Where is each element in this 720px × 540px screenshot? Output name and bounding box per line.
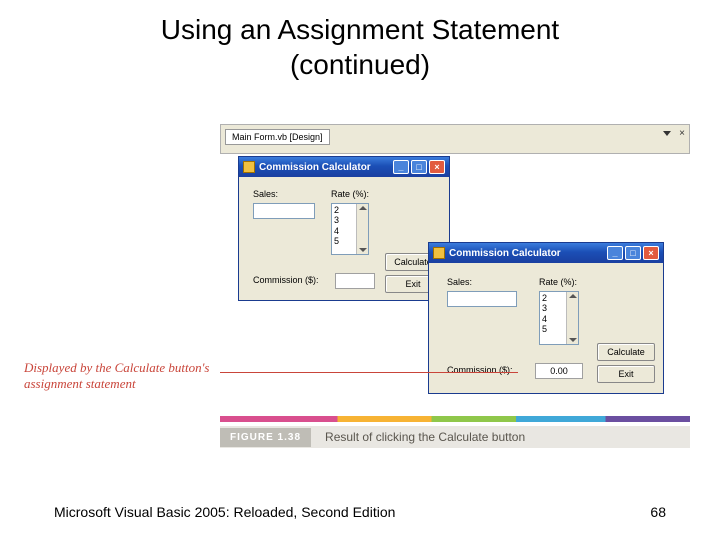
commission-window-design: Commission Calculator _ □ × Sales: Rate …	[238, 156, 450, 301]
vs-designer-bar: Main Form.vb [Design] ×	[220, 124, 690, 154]
sales-label: Sales:	[447, 277, 472, 287]
callout-text: Displayed by the Calculate button's assi…	[24, 360, 209, 393]
figure-number: FIGURE 1.38	[220, 428, 311, 447]
sales-input[interactable]	[447, 291, 517, 307]
close-icon[interactable]: ×	[679, 128, 685, 139]
commission-label: Commission ($):	[447, 365, 513, 375]
scrollbar[interactable]	[566, 292, 578, 344]
app-icon	[433, 247, 445, 259]
sales-label: Sales:	[253, 189, 278, 199]
rate-listbox[interactable]: 2 3 4 5	[331, 203, 369, 255]
maximize-button[interactable]: □	[625, 246, 641, 260]
scrollbar[interactable]	[356, 204, 368, 254]
figure-caption: Result of clicking the Calculate button	[311, 430, 525, 444]
callout-line-2: assignment statement	[24, 376, 136, 391]
rate-listbox[interactable]: 2 3 4 5	[539, 291, 579, 345]
exit-button[interactable]: Exit	[597, 365, 655, 383]
rate-label: Rate (%):	[331, 189, 369, 199]
figure-caption-bar: FIGURE 1.38 Result of clicking the Calcu…	[220, 426, 690, 448]
window-title: Commission Calculator	[259, 162, 371, 173]
window-body: Sales: Rate (%): 2 3 4 5 Calculate Exit …	[239, 177, 449, 302]
chevron-down-icon[interactable]	[663, 131, 671, 136]
close-button[interactable]: ×	[643, 246, 659, 260]
rate-label: Rate (%):	[539, 277, 577, 287]
minimize-button[interactable]: _	[607, 246, 623, 260]
commission-output	[335, 273, 375, 289]
slide-footer: Microsoft Visual Basic 2005: Reloaded, S…	[0, 504, 720, 520]
titlebar: Commission Calculator _ □ ×	[429, 243, 663, 263]
sales-input[interactable]	[253, 203, 315, 219]
footer-book: Microsoft Visual Basic 2005: Reloaded, S…	[54, 504, 395, 520]
app-icon	[243, 161, 255, 173]
title-line-1: Using an Assignment Statement	[161, 14, 559, 45]
slide-title: Using an Assignment Statement (continued…	[0, 0, 720, 82]
callout-line-1: Displayed by the Calculate button's	[24, 360, 209, 375]
titlebar: Commission Calculator _ □ ×	[239, 157, 449, 177]
commission-label: Commission ($):	[253, 275, 319, 285]
title-line-2: (continued)	[290, 49, 430, 80]
close-button[interactable]: ×	[429, 160, 445, 174]
figure-area: Main Form.vb [Design] × Commission Calcu…	[20, 120, 700, 455]
callout-leader-line	[220, 372, 518, 373]
calculate-button[interactable]: Calculate	[597, 343, 655, 361]
window-body: Sales: Rate (%): 2 3 4 5 Calculate Exit …	[429, 263, 663, 395]
vs-tab[interactable]: Main Form.vb [Design]	[225, 129, 330, 145]
minimize-button[interactable]: _	[393, 160, 409, 174]
commission-output: 0.00	[535, 363, 583, 379]
maximize-button[interactable]: □	[411, 160, 427, 174]
window-title: Commission Calculator	[449, 248, 561, 259]
figure-divider	[220, 416, 690, 422]
footer-page: 68	[650, 504, 666, 520]
